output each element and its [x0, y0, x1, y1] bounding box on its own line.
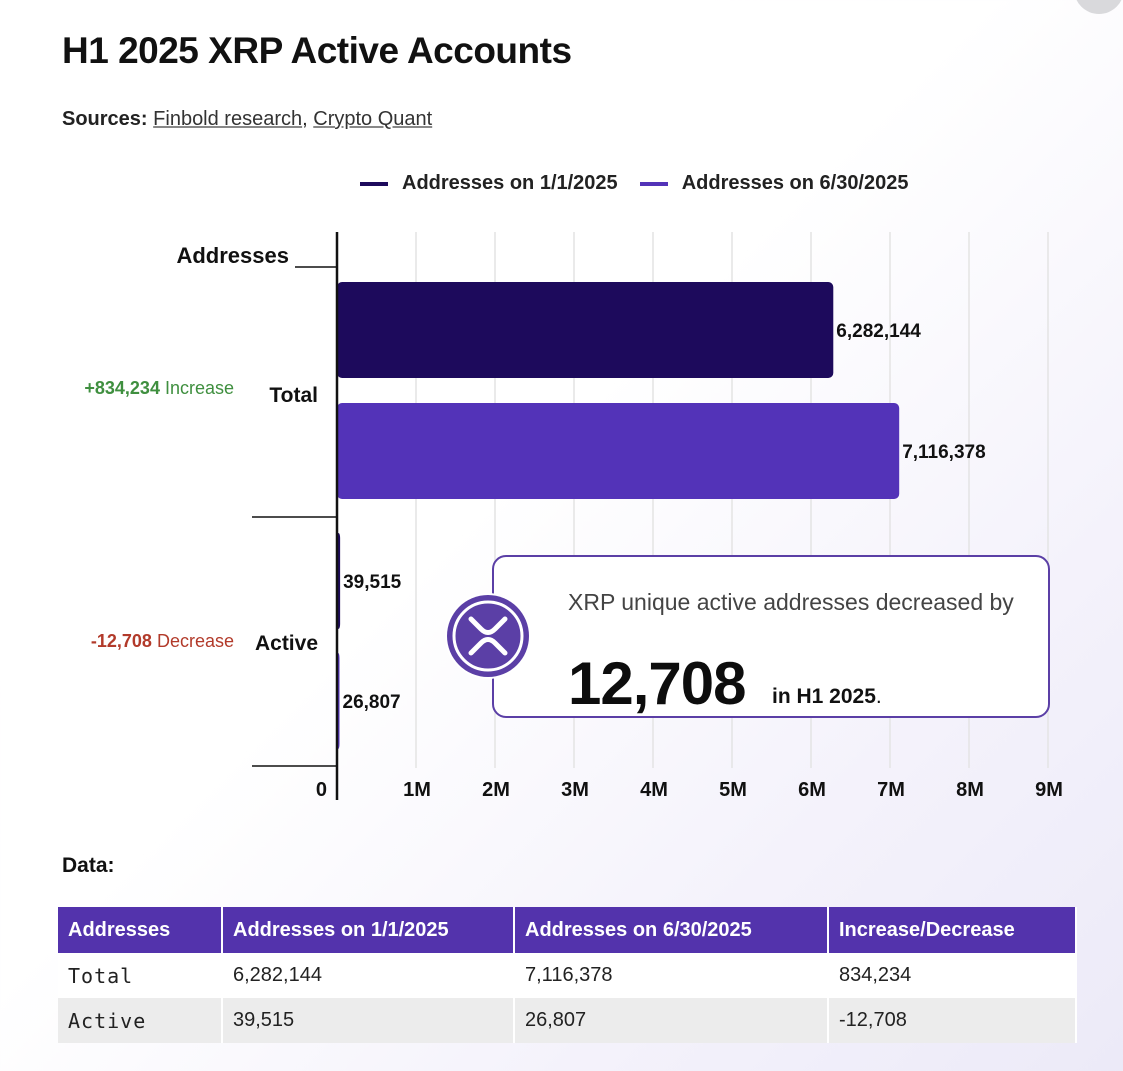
legend-item-jan: Addresses on 1/1/2025	[360, 172, 618, 195]
data-table: Addresses Addresses on 1/1/2025 Addresse…	[58, 907, 1077, 1043]
source-link-finbold[interactable]: Finbold research	[153, 108, 303, 130]
table-cell: 6,282,144	[222, 953, 515, 998]
table-cell: -12,708	[828, 998, 1077, 1043]
y-axis-title: Addresses	[176, 243, 289, 268]
bar-chart: 0 1M 2M 3M 4M 5M 6M 7M 8M 9M Addresses Total 6,282,1…	[84, 232, 1063, 801]
table-row: Active 39,515 26,807 -12,708	[58, 998, 1077, 1043]
category-label: Active	[255, 632, 318, 655]
callout-number: 12,708	[568, 650, 747, 717]
change-value: -12,708	[91, 631, 157, 651]
data-label: 26,807	[343, 692, 401, 713]
callout-text: XRP unique active addresses decreased by	[568, 589, 1014, 615]
change-word: Increase	[165, 378, 234, 398]
table-header-addresses: Addresses	[58, 907, 223, 953]
callout-suffix: in H1 2025.	[772, 685, 882, 708]
sources-line: Sources: Finbold research, Crypto Quant	[62, 108, 432, 131]
table-header-jun: Addresses on 6/30/2025	[514, 907, 829, 953]
data-label: 39,515	[343, 572, 402, 593]
x-tick-label: 2M	[482, 779, 510, 801]
change-annotation: +834,234 Increase	[84, 378, 234, 398]
x-tick-label: 0	[316, 779, 327, 801]
legend-label-jun: Addresses on 6/30/2025	[681, 172, 909, 194]
legend-label-jan: Addresses on 1/1/2025	[402, 172, 618, 194]
sources-separator: ,	[302, 108, 314, 130]
x-tick-label: 6M	[798, 779, 826, 801]
corner-decoration	[1074, 0, 1123, 14]
x-tick-label: 5M	[719, 779, 747, 801]
x-tick-label: 4M	[640, 779, 668, 801]
change-annotation: -12,708 Decrease	[91, 631, 234, 651]
legend-item-jun: Addresses on 6/30/2025	[639, 172, 909, 195]
table-cell: 26,807	[514, 998, 829, 1043]
table-cell: 7,116,378	[514, 953, 829, 998]
callout-suffix-text: in H1 2025	[772, 685, 876, 708]
x-tick-label: 8M	[956, 779, 984, 801]
sources-label: Sources:	[62, 108, 148, 130]
table-cell: Active	[58, 998, 223, 1043]
data-label: 7,116,378	[902, 442, 985, 463]
legend-swatch-jan	[360, 181, 388, 186]
page-title: H1 2025 XRP Active Accounts	[62, 30, 572, 71]
chart-legend: Addresses on 1/1/2025 Addresses on 6/30/…	[360, 172, 908, 195]
bar-jun	[337, 403, 900, 499]
change-word: Decrease	[157, 631, 234, 651]
category-label: Total	[269, 384, 318, 407]
table-header-row: Addresses Addresses on 1/1/2025 Addresse…	[58, 907, 1077, 953]
x-tick-label: 3M	[561, 779, 589, 801]
table-cell: 39,515	[222, 998, 515, 1043]
source-link-cryptoquant[interactable]: Crypto Quant	[313, 108, 433, 130]
table-cell: Total	[58, 953, 223, 998]
callout-box: XRP unique active addresses decreased by…	[492, 555, 1050, 718]
table-header-change: Increase/Decrease	[828, 907, 1077, 953]
table-cell: 834,234	[828, 953, 1077, 998]
data-heading: Data:	[62, 854, 115, 877]
x-tick-label: 9M	[1035, 779, 1063, 801]
data-label: 6,282,144	[836, 321, 921, 342]
legend-swatch-jun	[639, 181, 668, 186]
change-value: +834,234	[84, 378, 165, 398]
table-header-jan: Addresses on 1/1/2025	[222, 907, 515, 953]
table-row: Total 6,282,144 7,116,378 834,234	[58, 953, 1077, 998]
bar-jan	[337, 282, 834, 378]
x-tick-label: 1M	[403, 779, 431, 801]
xrp-logo-icon	[445, 593, 531, 679]
x-tick-label: 7M	[877, 779, 905, 801]
